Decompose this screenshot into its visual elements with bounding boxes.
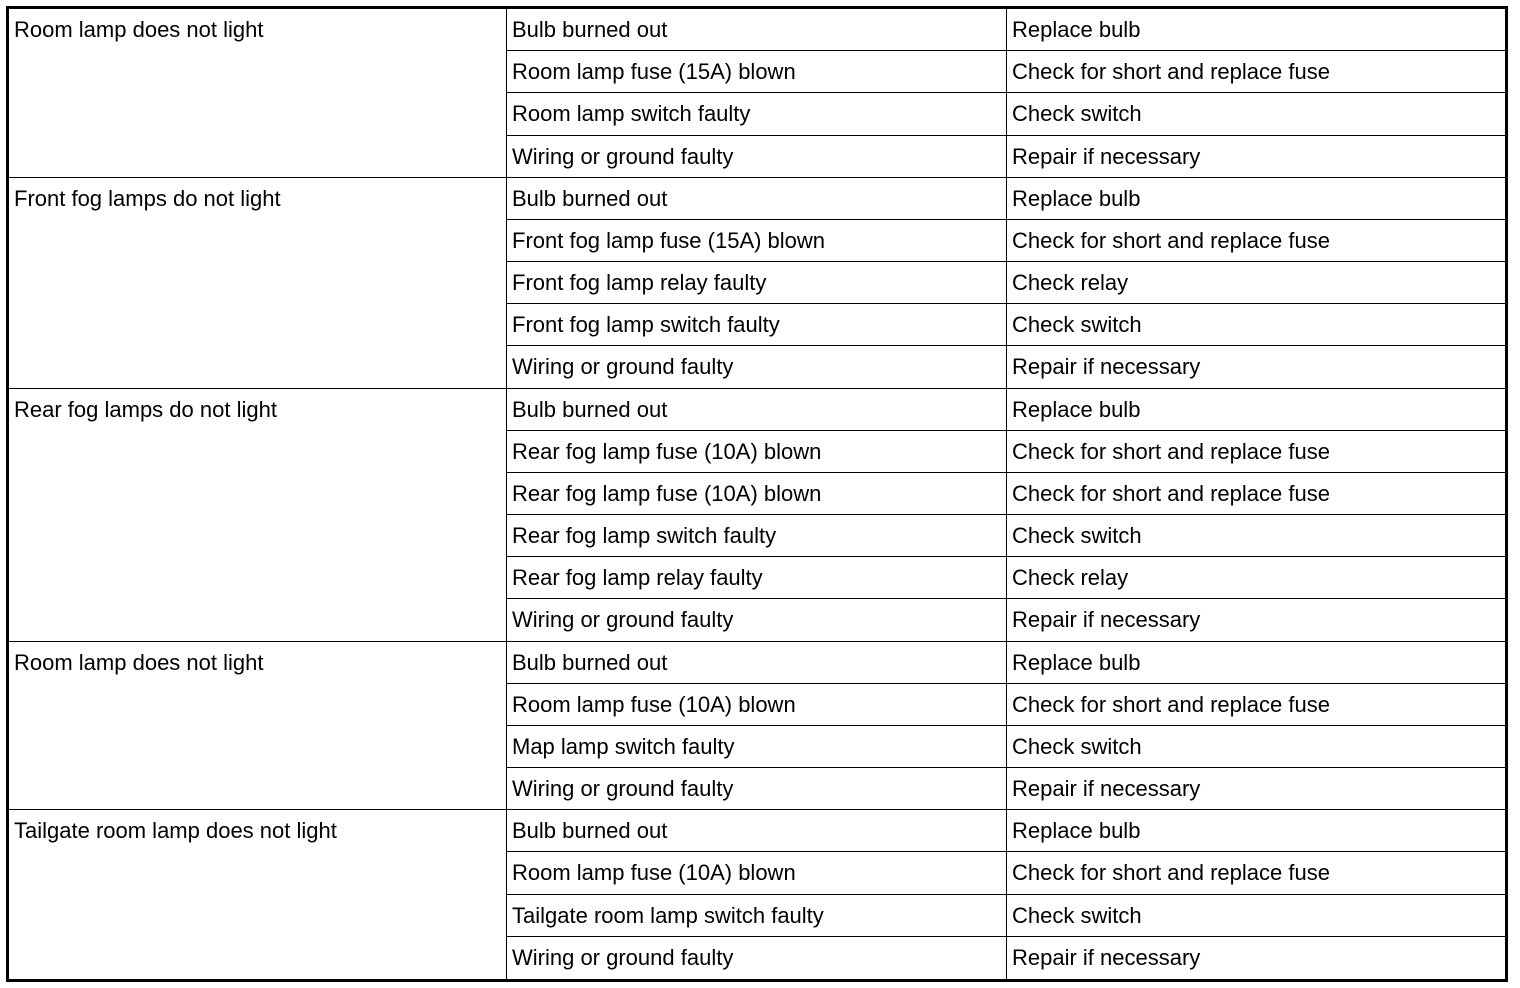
remedy-cell: Check switch [1006, 93, 1505, 136]
remedy-cell: Check switch [1006, 515, 1505, 558]
remedy-cell: Check switch [1006, 725, 1505, 769]
cause-cell: Room lamp fuse (15A) blown [506, 51, 1006, 94]
remedy-cell: Check switch [1006, 894, 1505, 937]
cause-cell: Front fog lamp relay faulty [506, 262, 1006, 305]
remedy-cell: Check relay [1006, 557, 1505, 600]
cause-cell: Bulb burned out [506, 810, 1006, 853]
symptom-cell: Rear fog lamps do not light [9, 389, 506, 642]
cause-cell: Wiring or ground faulty [506, 936, 1006, 979]
cause-cell: Wiring or ground faulty [506, 599, 1006, 642]
remedy-cell: Replace bulb [1006, 9, 1505, 52]
remedy-cell: Check for short and replace fuse [1006, 430, 1505, 473]
cause-cell: Rear fog lamp relay faulty [506, 557, 1006, 600]
cause-cell: Map lamp switch faulty [506, 725, 1006, 769]
cause-cell: Wiring or ground faulty [506, 135, 1006, 178]
symptom-cell: Room lamp does not light [9, 642, 506, 811]
remedy-cell: Repair if necessary [1006, 936, 1505, 979]
remedy-cell: Replace bulb [1006, 388, 1505, 431]
cause-cell: Rear fog lamp switch faulty [506, 515, 1006, 558]
remedy-cell: Replace bulb [1006, 641, 1505, 684]
remedy-cell: Replace bulb [1006, 810, 1505, 853]
remedy-cell: Replace bulb [1006, 177, 1505, 220]
cause-cell: Wiring or ground faulty [506, 346, 1006, 389]
cause-cell: Room lamp switch faulty [506, 93, 1006, 136]
cause-cell: Tailgate room lamp switch faulty [506, 894, 1006, 937]
cause-cell: Bulb burned out [506, 388, 1006, 431]
remedy-cell: Check for short and replace fuse [1006, 51, 1505, 94]
remedy-cell: Check switch [1006, 304, 1505, 347]
remedy-cell: Repair if necessary [1006, 346, 1505, 389]
remedy-cell: Repair if necessary [1006, 599, 1505, 642]
remedy-cell: Repair if necessary [1006, 768, 1505, 811]
cause-cell: Room lamp fuse (10A) blown [506, 852, 1006, 895]
remedy-cell: Check for short and replace fuse [1006, 683, 1505, 726]
cause-cell: Wiring or ground faulty [506, 768, 1006, 811]
cause-cell: Front fog lamp switch faulty [506, 304, 1006, 347]
symptom-cell: Room lamp does not light [9, 9, 506, 178]
cause-cell: Bulb burned out [506, 9, 1006, 52]
cause-cell: Rear fog lamp fuse (10A) blown [506, 430, 1006, 473]
remedy-cell: Check for short and replace fuse [1006, 852, 1505, 895]
remedy-cell: Check relay [1006, 262, 1505, 305]
symptom-cell: Tailgate room lamp does not light [14, 818, 337, 844]
troubleshooting-table: Room lamp does not light Bulb burned out R… [6, 6, 1508, 982]
cause-cell: Rear fog lamp fuse (10A) blown [506, 472, 1006, 516]
remedy-cell: Repair if necessary [1006, 135, 1505, 178]
remedy-cell: Check for short and replace fuse [1006, 219, 1505, 263]
symptom-cell: Front fog lamps do not light [9, 178, 506, 389]
cause-cell: Room lamp fuse (10A) blown [506, 683, 1006, 726]
cause-cell: Bulb burned out [506, 641, 1006, 684]
cause-cell: Front fog lamp fuse (15A) blown [506, 219, 1006, 263]
remedy-cell: Check for short and replace fuse [1006, 472, 1505, 516]
cause-cell: Bulb burned out [506, 177, 1006, 220]
